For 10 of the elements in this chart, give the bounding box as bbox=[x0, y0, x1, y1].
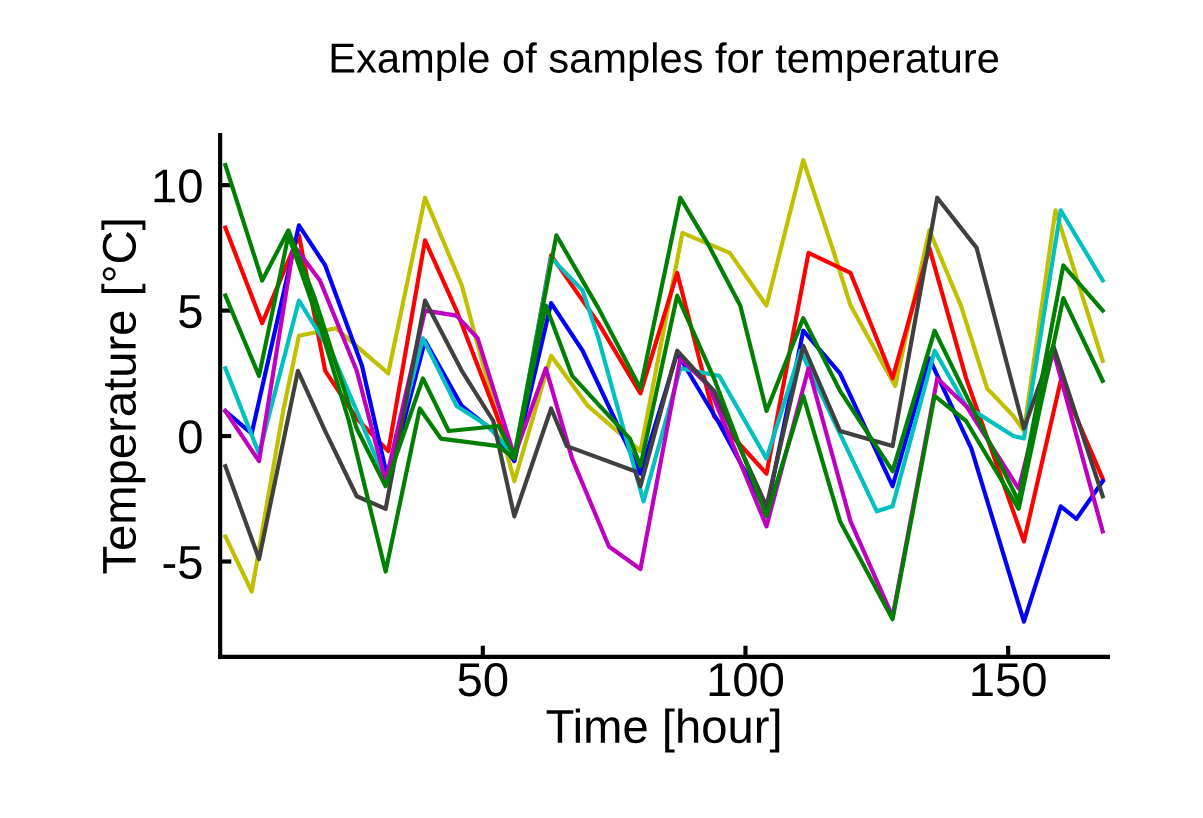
y-axis-title: Temperature [°C] bbox=[101, 220, 146, 574]
x-tick-label: 100 bbox=[709, 662, 784, 697]
x-axis-title: Time [hour] bbox=[546, 708, 780, 753]
x-tick-label: 150 bbox=[972, 662, 1046, 697]
y-tick-label: -5 bbox=[163, 546, 202, 580]
x-tick-label: 50 bbox=[458, 662, 508, 697]
chart-title: Example of samples for temperature bbox=[331, 42, 999, 82]
y-tick-label: 10 bbox=[154, 169, 202, 203]
y-tick-label: 0 bbox=[179, 420, 202, 454]
y-tick-label: 5 bbox=[179, 295, 202, 329]
